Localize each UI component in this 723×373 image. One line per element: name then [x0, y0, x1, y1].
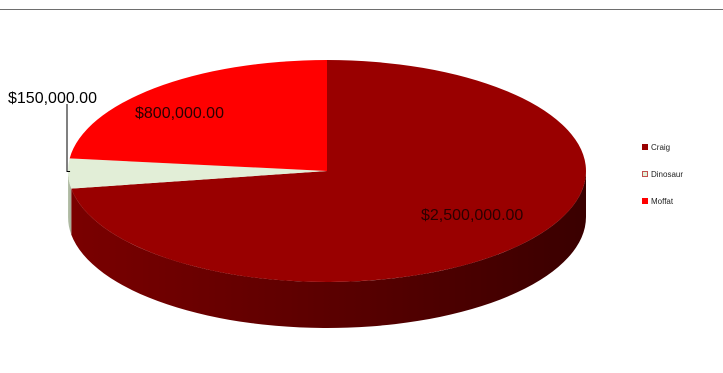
- legend-label-craig: Craig: [651, 142, 671, 152]
- data-label-moffat: $800,000.00: [135, 105, 224, 122]
- legend-swatch-dinosaur: [642, 171, 648, 177]
- legend-swatch-craig: [642, 144, 648, 150]
- legend-label-dinosaur: Dinosaur: [651, 169, 684, 179]
- pie-slice-craig: [71, 60, 586, 282]
- leader-line-dinosaur: [66, 104, 71, 173]
- pie-side-craig: [71, 171, 586, 328]
- pie-side-dinosaur: [68, 171, 72, 235]
- legend-swatch-moffat: [642, 198, 648, 204]
- legend-item-dinosaur: Dinosaur: [642, 169, 718, 179]
- data-label-dinosaur: $150,000.00: [8, 90, 97, 107]
- chart-legend: Craig Dinosaur Moffat: [642, 142, 718, 223]
- legend-label-moffat: Moffat: [651, 196, 674, 206]
- top-border-line: [0, 9, 723, 10]
- pie-side-walls: [68, 171, 586, 328]
- pie-slice-dinosaur: [67, 158, 327, 189]
- legend-item-craig: Craig: [642, 142, 718, 152]
- legend-item-moffat: Moffat: [642, 196, 718, 206]
- data-label-craig: $2,500,000.00: [421, 207, 524, 224]
- label-leader-lines: [66, 104, 71, 173]
- pie-slice-moffat: [69, 60, 328, 171]
- pie-top-faces: [67, 60, 586, 282]
